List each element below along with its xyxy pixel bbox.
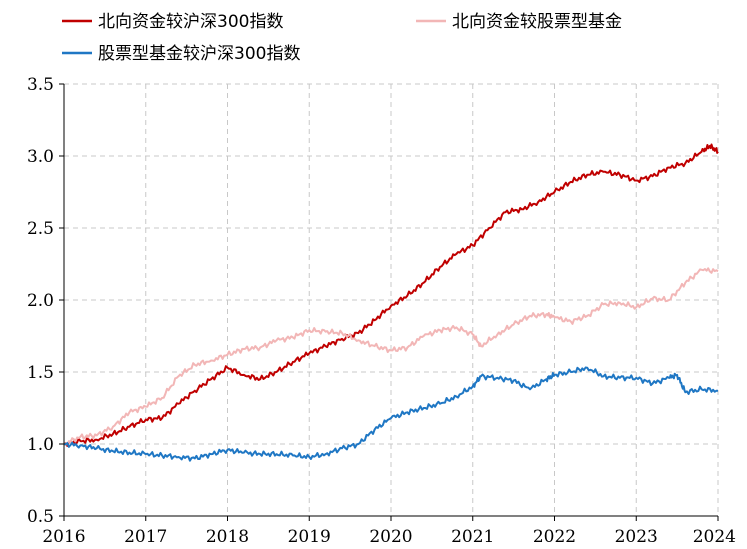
x-tick-label: 2019 (288, 527, 331, 547)
x-tick-label: 2020 (369, 527, 412, 547)
series-lines (63, 143, 719, 462)
x-tick-label: 2021 (451, 527, 494, 547)
series-line-1 (63, 267, 719, 446)
legend-label-0: 北向资金较沪深300指数 (98, 12, 283, 32)
x-tick-label: 2016 (42, 527, 85, 547)
y-tick-label: 3.5 (27, 75, 54, 95)
y-tick-label: 0.5 (27, 507, 54, 527)
y-tick-label: 3.0 (27, 147, 54, 167)
x-tick-label: 2024 (693, 527, 736, 547)
y-tick-label: 2.5 (27, 219, 54, 239)
grid (64, 83, 719, 516)
x-tick-label: 2023 (615, 527, 658, 547)
x-tick-label: 2017 (124, 527, 167, 547)
y-tick-label: 1.0 (27, 435, 54, 455)
y-tick-label: 2.0 (27, 291, 54, 311)
x-tick-label: 2022 (533, 527, 576, 547)
legend-label-2: 股票型基金较沪深300指数 (98, 44, 300, 64)
tick-labels: 0.5 1.0 1.5 2.0 2.5 3.0 3.5 2016 2017 2018 2019 202… (27, 75, 736, 547)
axes (59, 83, 719, 521)
series-line-2 (63, 366, 719, 462)
y-tick-label: 1.5 (27, 363, 54, 383)
legend: 北向资金较沪深300指数 北向资金较股票型基金 股票型基金较沪深300指数 (62, 12, 622, 64)
legend-label-1: 北向资金较股票型基金 (452, 12, 622, 32)
x-tick-label: 2018 (206, 527, 249, 547)
series-line-0 (63, 143, 719, 447)
